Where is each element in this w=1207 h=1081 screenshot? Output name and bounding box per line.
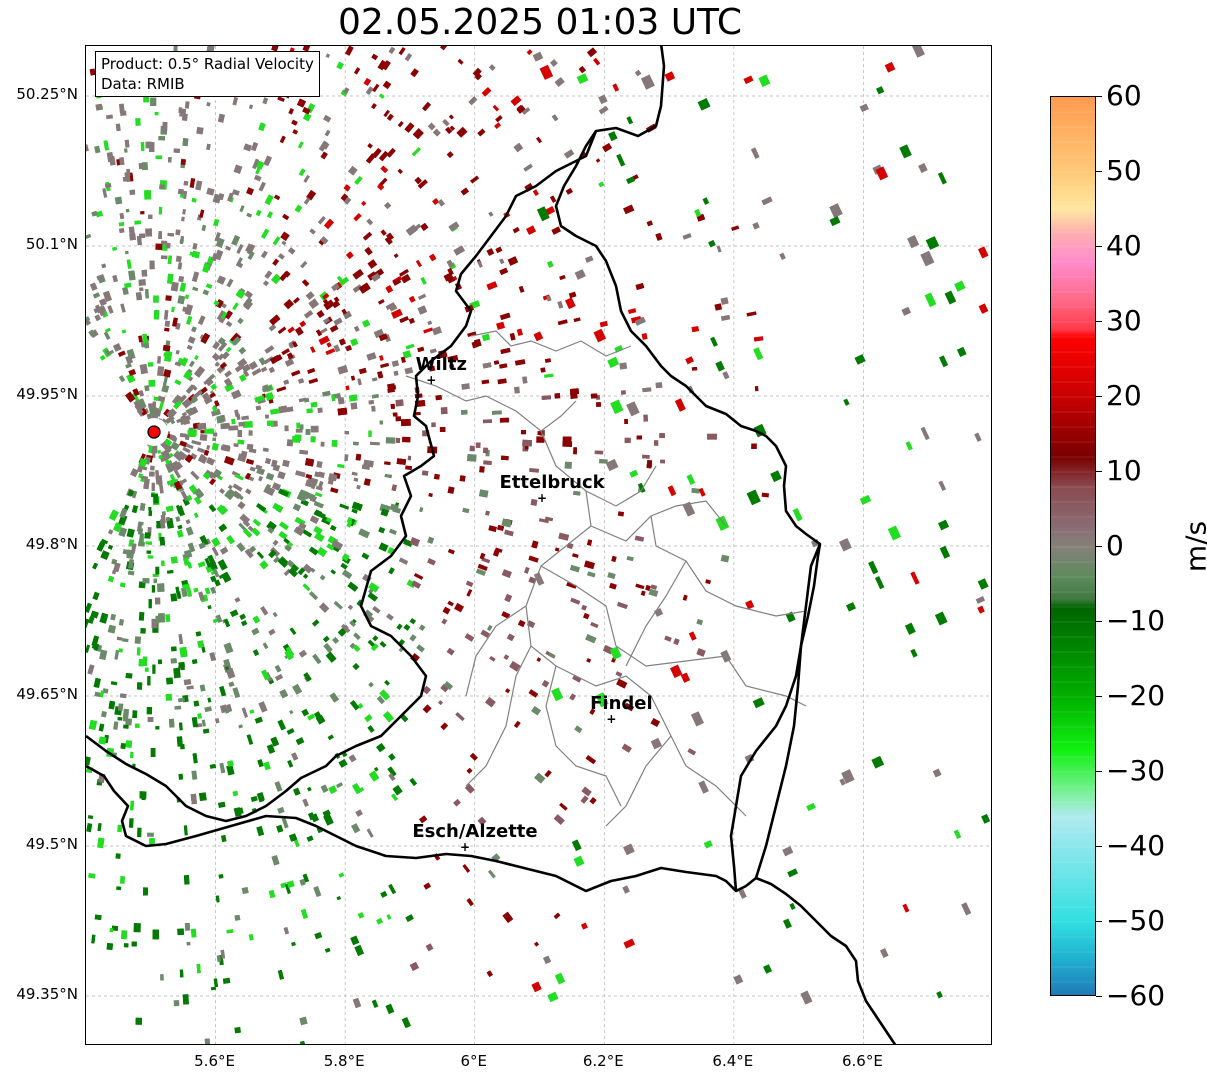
colorbar-tick-mark — [1096, 396, 1102, 397]
colorbar-tick-label: −10 — [1106, 604, 1166, 637]
lon-tick-label: 6.4°E — [712, 1052, 754, 1070]
colorbar-tick-label: 60 — [1106, 79, 1142, 112]
radar-site-marker — [140, 418, 169, 446]
radar-site-dot[interactable] — [147, 425, 161, 439]
colorbar-gradient — [1051, 97, 1095, 995]
city-label: Findel — [590, 693, 653, 714]
borders — [86, 46, 897, 1044]
lat-tick-label: 49.95°N — [16, 385, 78, 403]
colorbar-tick-mark — [1096, 171, 1102, 172]
colorbar-tick-mark — [1096, 96, 1102, 97]
lon-tick-label: 6°E — [460, 1052, 487, 1070]
colorbar-tick-mark — [1096, 771, 1102, 772]
colorbar — [1050, 96, 1096, 996]
city-marker: + — [426, 373, 436, 387]
colorbar-tick-label: −30 — [1106, 754, 1166, 787]
colorbar-tick-mark — [1096, 546, 1102, 547]
colorbar-tick-label: −40 — [1106, 829, 1166, 862]
colorbar-tick-mark — [1096, 996, 1102, 997]
colorbar-tick-label: −20 — [1106, 679, 1166, 712]
colorbar-tick-label: 10 — [1106, 454, 1142, 487]
country-border-germany-east — [754, 543, 822, 879]
lat-tick-label: 49.8°N — [25, 535, 78, 553]
radar-echoes — [86, 46, 991, 1044]
map-title: 02.05.2025 01:03 UTC — [337, 2, 743, 43]
radar-map-canvas[interactable]: +Wiltz+Ettelbruck+Findel+Esch/Alzette — [86, 46, 992, 1045]
colorbar-tick-label: −60 — [1106, 979, 1166, 1012]
colorbar-tick-mark — [1096, 321, 1102, 322]
colorbar-tick-mark — [1096, 621, 1102, 622]
lon-tick-label: 5.8°E — [323, 1052, 365, 1070]
colorbar-tick-mark — [1096, 471, 1102, 472]
radar-map[interactable]: + Wiltz + Ettelbruck + Findel + Esch/Alzette — [85, 45, 992, 1045]
lat-tick-label: 49.65°N — [16, 685, 78, 703]
lat-tick-label: 50.25°N — [16, 85, 78, 103]
city-label: Ettelbruck — [500, 472, 606, 493]
canton-boundaries — [405, 330, 807, 827]
colorbar-fill — [1051, 97, 1095, 995]
lon-tick-label: 5.6°E — [194, 1052, 235, 1070]
colorbar-tick-label: −50 — [1106, 904, 1166, 937]
colorbar-tick-label: 40 — [1106, 229, 1142, 262]
product-label: Product: 0.5° Radial Velocity — [101, 55, 314, 73]
colorbar-tick-mark — [1096, 246, 1102, 247]
lat-tick-label: 49.5°N — [25, 835, 78, 853]
product-info-box: Product: 0.5° Radial Velocity Data: RMIB — [95, 51, 320, 97]
lat-tick-label: 49.35°N — [16, 985, 78, 1003]
city-marker: + — [460, 840, 470, 854]
colorbar-tick-label: 20 — [1106, 379, 1142, 412]
colorbar-tick-mark — [1096, 696, 1102, 697]
city-label: Wiltz — [416, 354, 467, 375]
lat-tick-label: 50.1°N — [25, 235, 78, 253]
colorbar-tick-mark — [1096, 921, 1102, 922]
city-label: Esch/Alzette — [412, 821, 537, 842]
colorbar-unit-label: m/s — [1179, 520, 1207, 573]
data-source-label: Data: RMIB — [101, 75, 185, 93]
colorbar-tick-label: 50 — [1106, 154, 1142, 187]
lon-tick-label: 6.2°E — [582, 1052, 624, 1070]
city-marker: + — [537, 491, 547, 505]
city-marker: + — [606, 712, 616, 726]
country-border-luxembourg — [86, 46, 897, 1044]
city-markers: +Wiltz+Ettelbruck+Findel+Esch/Alzette — [412, 354, 652, 854]
colorbar-tick-label: 30 — [1106, 304, 1142, 337]
colorbar-tick-label: 0 — [1106, 529, 1124, 562]
colorbar-tick-mark — [1096, 846, 1102, 847]
lon-tick-label: 6.6°E — [842, 1052, 883, 1070]
